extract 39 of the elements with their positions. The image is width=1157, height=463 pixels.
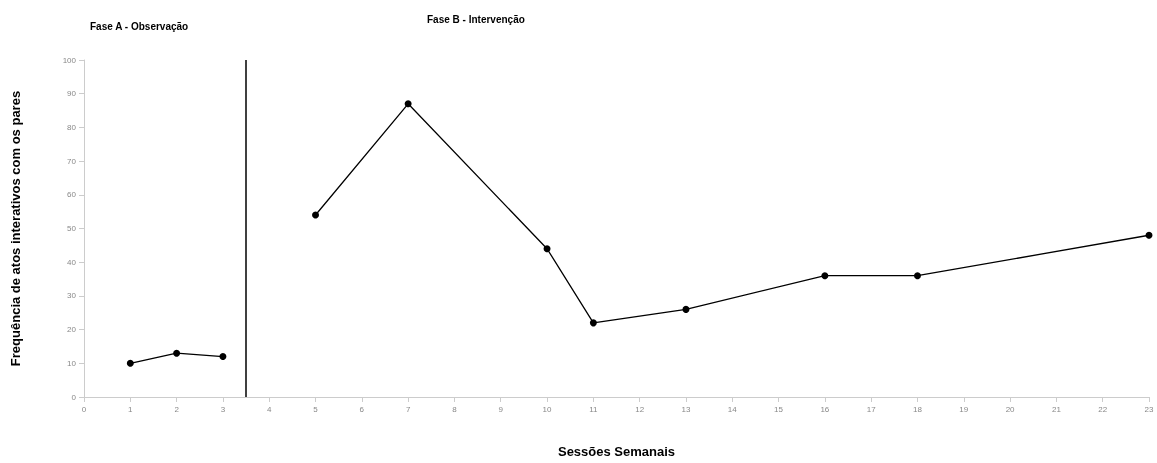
x-tick-label: 7 <box>405 404 411 414</box>
x-tick-label: 16 <box>820 404 830 414</box>
y-axis-title: Frequência de atos interativos com os pares <box>8 90 23 367</box>
x-tick-label: 19 <box>959 404 969 414</box>
text: Fase A - Observação <box>90 20 189 32</box>
x-tick-label: 20 <box>1005 404 1016 414</box>
x-tick-label: 12 <box>635 404 645 414</box>
x-tick-label: 15 <box>774 404 784 414</box>
x-axis-title: Sessões Semanais <box>557 444 676 459</box>
y-tick-label: 40 <box>67 257 77 267</box>
x-tick-label: 5 <box>313 404 319 414</box>
x-tick-label: 2 <box>174 404 180 414</box>
x-tick-label: 0 <box>81 404 87 414</box>
x-tick-label: 8 <box>452 404 458 414</box>
y-tick-label: 80 <box>67 122 77 132</box>
y-tick-label: 60 <box>67 190 77 200</box>
x-tick-label: 23 <box>1144 404 1154 414</box>
x-tick-label: 13 <box>681 404 691 414</box>
x-tick-label: 10 <box>542 404 553 414</box>
x-tick-label: 21 <box>1051 404 1062 414</box>
x-tick-label: 1 <box>128 404 134 414</box>
x-tick-label: 22 <box>1098 404 1108 414</box>
x-tick-label: 9 <box>498 404 504 414</box>
x-tick-label: 17 <box>866 404 877 414</box>
x-tick-label: 18 <box>913 404 923 414</box>
y-tick-label: 50 <box>67 224 77 233</box>
y-tick-label: 100 <box>62 55 77 65</box>
text: Fase B - Intervenção <box>427 13 525 25</box>
y-tick-label: 10 <box>67 358 77 368</box>
x-tick-label: 4 <box>266 404 272 414</box>
x-tick-label: 11 <box>589 404 599 414</box>
y-tick-label: 90 <box>67 89 77 99</box>
y-tick-label: 30 <box>67 291 77 301</box>
y-tick-label: 20 <box>67 325 77 335</box>
y-tick-label: 70 <box>67 156 77 166</box>
x-tick-label: 3 <box>220 404 226 414</box>
x-tick-label: 14 <box>727 404 738 414</box>
y-tick-label: 0 <box>71 392 77 402</box>
x-tick-label: 6 <box>359 404 365 414</box>
